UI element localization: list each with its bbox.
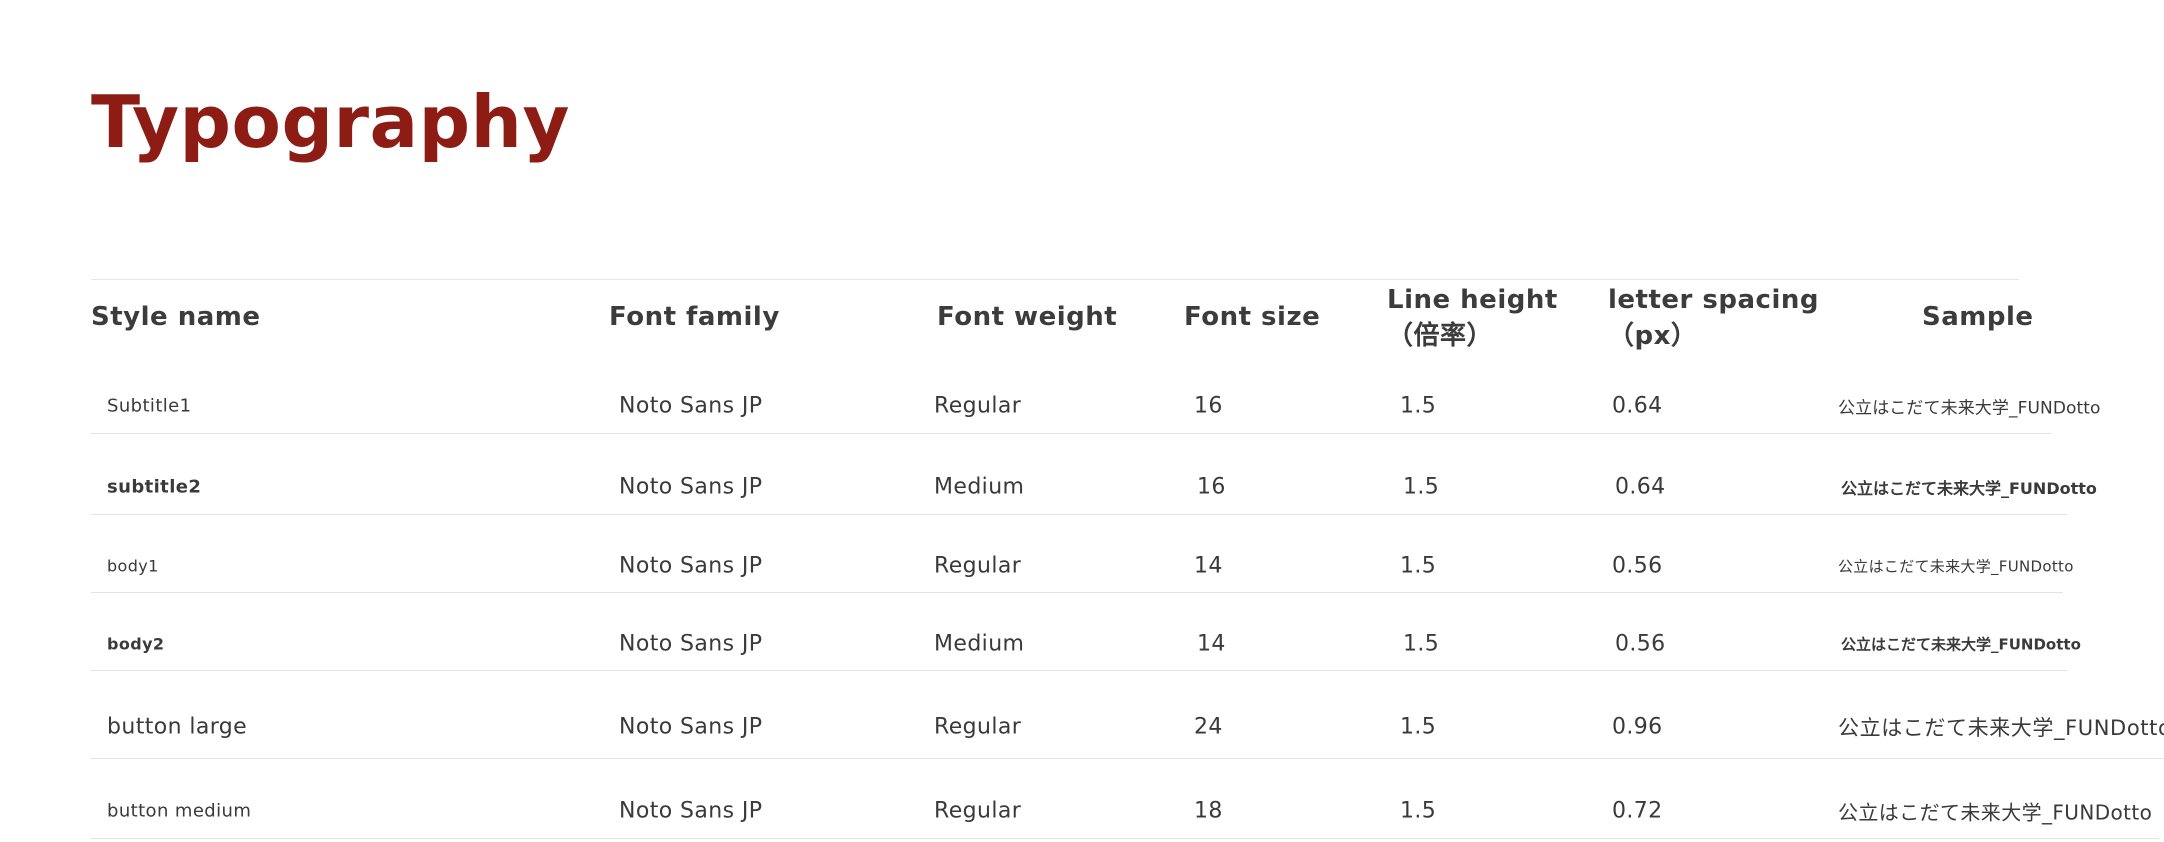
page-title: Typography — [91, 80, 570, 164]
font-weight-cell: Regular — [934, 553, 1022, 579]
style-name-cell: body1 — [107, 556, 159, 576]
row-divider — [91, 592, 2063, 593]
font-size-cell: 16 — [1194, 393, 1223, 419]
header-font-size: Font size — [1184, 302, 1321, 332]
header-letter-spacing-unit: （px） — [1608, 321, 1698, 351]
font-weight-cell: Medium — [934, 631, 1025, 657]
row-divider — [91, 670, 2067, 671]
font-weight-cell: Regular — [934, 798, 1022, 824]
letter-spacing-cell: 0.96 — [1612, 714, 1663, 740]
header-font-family: Font family — [609, 302, 780, 332]
font-family-cell: Noto Sans JP — [619, 631, 763, 657]
table-top-divider — [91, 279, 2019, 280]
row-divider — [91, 433, 2051, 434]
row-divider — [91, 514, 2067, 515]
font-family-cell: Noto Sans JP — [619, 798, 763, 824]
header-line-height: Line height （倍率） — [1387, 282, 1558, 354]
font-family-cell: Noto Sans JP — [619, 393, 763, 419]
header-letter-spacing: letter spacing （px） — [1608, 282, 1819, 354]
line-height-cell: 1.5 — [1403, 631, 1440, 657]
sample-cell: 公立はこだて未来大学_FUNDotto — [1838, 716, 2164, 740]
style-name-cell: button medium — [107, 800, 252, 822]
line-height-cell: 1.5 — [1400, 714, 1437, 740]
header-line-height-unit: （倍率） — [1387, 321, 1494, 351]
row-divider — [91, 758, 2164, 759]
letter-spacing-cell: 0.64 — [1615, 474, 1666, 500]
font-size-cell: 24 — [1194, 714, 1223, 740]
header-letter-spacing-label: letter spacing — [1608, 285, 1819, 315]
sample-cell: 公立はこだて未来大学_FUNDotto — [1838, 800, 2153, 825]
font-size-cell: 14 — [1197, 631, 1226, 657]
style-name-cell: button large — [107, 714, 248, 740]
font-weight-cell: Medium — [934, 474, 1025, 500]
sample-cell: 公立はこだて未来大学_FUNDotto — [1838, 398, 2101, 419]
letter-spacing-cell: 0.56 — [1615, 631, 1666, 657]
letter-spacing-cell: 0.72 — [1612, 798, 1663, 824]
sample-cell: 公立はこだて未来大学_FUNDotto — [1841, 479, 2097, 498]
font-weight-cell: Regular — [934, 393, 1022, 419]
style-name-cell: body2 — [107, 634, 165, 654]
header-line-height-label: Line height — [1387, 285, 1558, 315]
style-name-cell: subtitle2 — [107, 476, 202, 498]
font-size-cell: 14 — [1194, 553, 1223, 579]
font-family-cell: Noto Sans JP — [619, 714, 763, 740]
line-height-cell: 1.5 — [1400, 798, 1437, 824]
sample-cell: 公立はこだて未来大学_FUNDotto — [1841, 635, 2081, 654]
letter-spacing-cell: 0.56 — [1612, 553, 1663, 579]
line-height-cell: 1.5 — [1403, 474, 1440, 500]
style-name-cell: Subtitle1 — [107, 395, 192, 417]
sample-cell: 公立はこだて未来大学_FUNDotto — [1838, 557, 2074, 576]
header-font-weight: Font weight — [937, 302, 1118, 332]
font-size-cell: 18 — [1194, 798, 1223, 824]
font-family-cell: Noto Sans JP — [619, 474, 763, 500]
row-divider — [91, 838, 2159, 839]
font-weight-cell: Regular — [934, 714, 1022, 740]
header-style-name: Style name — [91, 302, 261, 332]
header-sample: Sample — [1922, 302, 2034, 332]
line-height-cell: 1.5 — [1400, 393, 1437, 419]
font-size-cell: 16 — [1197, 474, 1226, 500]
line-height-cell: 1.5 — [1400, 553, 1437, 579]
font-family-cell: Noto Sans JP — [619, 553, 763, 579]
letter-spacing-cell: 0.64 — [1612, 393, 1663, 419]
